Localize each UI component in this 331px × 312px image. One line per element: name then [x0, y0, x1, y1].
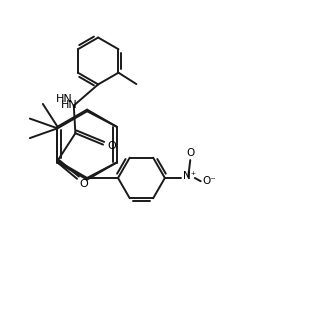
- Text: HN: HN: [61, 100, 77, 110]
- Text: N⁺: N⁺: [183, 171, 196, 181]
- Text: O⁻: O⁻: [203, 176, 216, 186]
- Text: HN: HN: [56, 94, 72, 104]
- Text: O: O: [108, 141, 117, 151]
- Text: O: O: [80, 179, 89, 189]
- Text: O: O: [186, 148, 194, 158]
